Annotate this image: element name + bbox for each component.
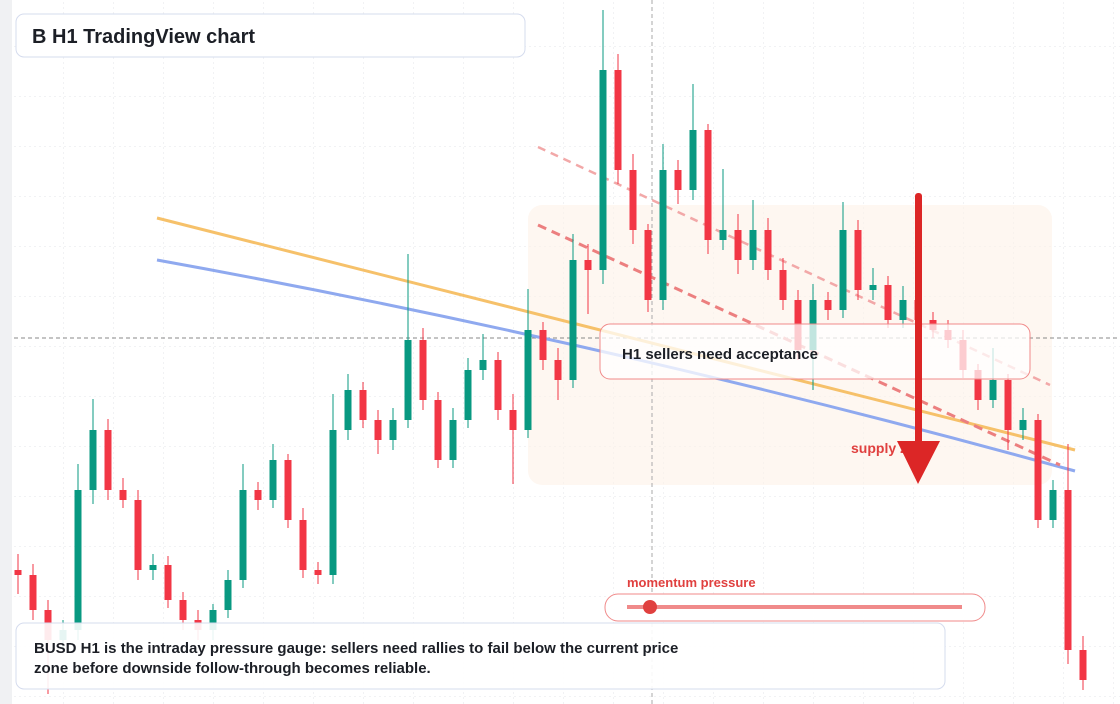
candle-body [464, 370, 472, 420]
candle-body [659, 170, 667, 300]
candle-body [719, 230, 727, 240]
note-box [15, 622, 946, 690]
candle-body [359, 390, 367, 420]
chart-title: B H1 TradingView chart [32, 26, 255, 48]
candle-body [614, 70, 622, 170]
candle-body [539, 330, 547, 360]
candle-body [1034, 420, 1042, 520]
candle-body [1004, 380, 1012, 430]
candle-body [854, 230, 862, 290]
candle-body [149, 565, 157, 570]
candle-body [704, 130, 712, 240]
candle-body [974, 370, 982, 400]
candle-body [89, 430, 97, 490]
candle-body [179, 600, 187, 620]
candle-body [329, 430, 337, 575]
candle-body [1079, 650, 1087, 680]
candle-body [1064, 490, 1072, 650]
candle-body [419, 340, 427, 400]
candle-body [314, 570, 322, 575]
slider-knob[interactable] [643, 600, 657, 614]
candle-body [689, 130, 697, 190]
candle-body [989, 380, 997, 400]
candle-body [134, 500, 142, 570]
candle-body [779, 270, 787, 300]
candle-body [74, 490, 82, 630]
candle-body [749, 230, 757, 260]
title-box [15, 13, 526, 58]
candle-body [14, 570, 22, 575]
candle-body [389, 420, 397, 440]
candle-body [599, 70, 607, 270]
candle-body [1019, 420, 1027, 430]
candle-body [629, 170, 637, 230]
arrow-head [897, 441, 940, 484]
candle-body [869, 285, 877, 290]
candle-body [764, 230, 772, 270]
callout-box [599, 323, 1031, 380]
candle-body [239, 490, 247, 580]
callout-text: H1 sellers need acceptance [622, 346, 818, 363]
candle-body [434, 400, 442, 460]
candle-body [284, 460, 292, 520]
candle-body [674, 170, 682, 190]
candle-body [884, 285, 892, 320]
candle-body [119, 490, 127, 500]
candle-body [584, 260, 592, 270]
candle-body [524, 330, 532, 430]
candle-body [404, 340, 412, 420]
candle-body [254, 490, 262, 500]
note-line: zone before downside follow-through beco… [34, 660, 431, 677]
candle-body [29, 575, 37, 610]
candle-body [449, 420, 457, 460]
slider-label: momentum pressure [627, 575, 756, 590]
candle-body [569, 260, 577, 380]
candle-body [644, 230, 652, 300]
candle-body [104, 430, 112, 490]
candle-body [209, 610, 217, 630]
candle-body [299, 520, 307, 570]
candle-body [269, 460, 277, 500]
candle-body [494, 360, 502, 410]
candle-body [374, 420, 382, 440]
candle-body [479, 360, 487, 370]
candle-body [344, 390, 352, 430]
candle-body [224, 580, 232, 610]
candle-body [164, 565, 172, 600]
left-strip [0, 0, 12, 704]
candle-body [839, 230, 847, 310]
candle-body [734, 230, 742, 260]
candle-body [899, 300, 907, 320]
channel-upper [537, 145, 1051, 387]
note-line: BUSD H1 is the intraday pressure gauge: … [34, 640, 678, 657]
arrow-shaft [915, 193, 922, 445]
candle-body [554, 360, 562, 380]
candle-body [1049, 490, 1057, 520]
candle-body [824, 300, 832, 310]
candle-body [509, 410, 517, 430]
